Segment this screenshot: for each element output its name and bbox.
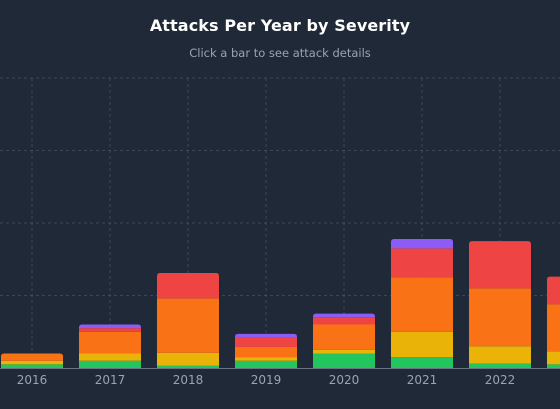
- bar-segment-severe-2019[interactable]: [235, 333, 297, 338]
- bar-segment-critical-2021[interactable]: [391, 248, 453, 278]
- bar-segment-low-2018[interactable]: [157, 365, 219, 368]
- bar-segment-low-2022[interactable]: [469, 363, 531, 368]
- bar-segment-critical-2019[interactable]: [235, 337, 297, 347]
- bar-segment-critical-2022[interactable]: [469, 241, 531, 289]
- bar-segment-medium-2022[interactable]: [469, 346, 531, 364]
- x-tick-label: 2018: [173, 373, 204, 387]
- bar-segment-medium-2018[interactable]: [157, 352, 219, 366]
- bar-segment-high-2020[interactable]: [313, 324, 375, 350]
- bar-segment-medium-2016[interactable]: [1, 360, 63, 365]
- bar-segment-high-2022[interactable]: [469, 288, 531, 347]
- x-tick-label: 2017: [95, 373, 126, 387]
- bar-segment-low-2023[interactable]: [547, 364, 560, 368]
- bar-segment-low-2017[interactable]: [79, 360, 141, 368]
- bar-segment-critical-2017[interactable]: [79, 328, 141, 332]
- bar-segment-medium-2023[interactable]: [547, 351, 560, 365]
- x-tick-label: 2020: [329, 373, 360, 387]
- bar-segment-high-2023[interactable]: [547, 304, 560, 352]
- bar-segment-critical-2020[interactable]: [313, 317, 375, 325]
- x-tick-label: 2019: [251, 373, 282, 387]
- bar-segment-high-2019[interactable]: [235, 346, 297, 358]
- x-tick-label: 2016: [17, 373, 48, 387]
- bar-segment-critical-2023[interactable]: [547, 276, 560, 305]
- chart-title: Attacks Per Year by Severity: [149, 16, 411, 35]
- bar-segment-medium-2021[interactable]: [391, 331, 453, 358]
- bar-segment-high-2017[interactable]: [79, 331, 141, 354]
- chart-subtitle: Click a bar to see attack details: [189, 46, 371, 60]
- bar-segment-low-2021[interactable]: [391, 357, 453, 368]
- x-tick-label: 2021: [407, 373, 438, 387]
- bar-segment-severe-2020[interactable]: [313, 313, 375, 318]
- bar-segment-low-2020[interactable]: [313, 353, 375, 369]
- x-tick-label: 2022: [485, 373, 516, 387]
- bar-segment-high-2021[interactable]: [391, 277, 453, 332]
- bar-segment-critical-2018[interactable]: [157, 273, 219, 299]
- bar-segment-high-2018[interactable]: [157, 298, 219, 353]
- bar-segment-medium-2019[interactable]: [235, 357, 297, 361]
- bar-segment-severe-2017[interactable]: [79, 324, 141, 329]
- bar-segment-high-2016[interactable]: [1, 353, 63, 361]
- bar-segment-medium-2017[interactable]: [79, 353, 141, 361]
- bar-segment-low-2016[interactable]: [1, 364, 63, 368]
- bar-segment-low-2019[interactable]: [235, 360, 297, 368]
- bar-segment-severe-2021[interactable]: [391, 238, 453, 249]
- bar-segment-medium-2020[interactable]: [313, 349, 375, 354]
